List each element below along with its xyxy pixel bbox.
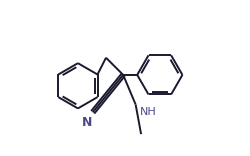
Text: N: N	[82, 116, 92, 129]
Text: NH: NH	[140, 107, 156, 117]
